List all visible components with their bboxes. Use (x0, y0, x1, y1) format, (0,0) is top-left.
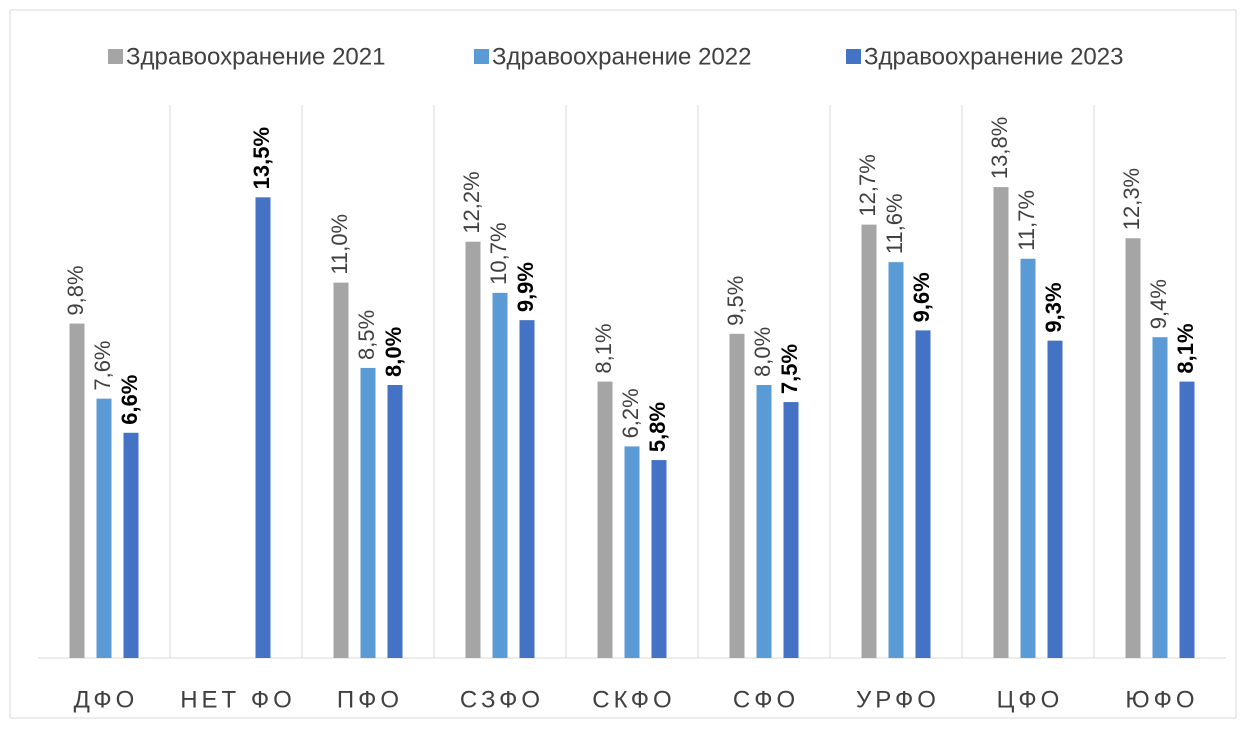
legend-swatch (846, 49, 861, 64)
bar (756, 385, 772, 658)
x-tick-label: НЕТ ФО (180, 686, 296, 713)
value-label: 6,6% (117, 375, 142, 425)
value-label: 5,8% (645, 402, 670, 452)
value-label: 8,1% (1173, 323, 1198, 373)
value-label: 8,0% (381, 327, 406, 377)
value-label: 9,8% (63, 265, 88, 315)
bar (915, 330, 931, 658)
x-tick-label: ДФО (74, 686, 139, 713)
bar (783, 402, 799, 658)
value-label: 7,6% (90, 340, 115, 390)
legend-swatch (474, 49, 489, 64)
x-tick-label: ЮФО (1125, 686, 1198, 713)
bar (465, 241, 481, 659)
bar (387, 385, 403, 658)
bar (888, 262, 904, 658)
x-tick-label: СКФО (592, 686, 675, 713)
value-label: 13,5% (249, 127, 274, 189)
bar (123, 432, 139, 658)
legend-text: Здравоохранение 2023 (864, 43, 1123, 70)
value-label: 6,2% (618, 388, 643, 438)
bar (519, 320, 535, 658)
bar (255, 197, 271, 658)
value-label: 12,7% (855, 154, 880, 216)
x-tick-label: ПФО (337, 686, 403, 713)
value-label: 10,7% (486, 222, 511, 284)
bar (333, 282, 349, 658)
x-tick-label: СЗФО (460, 686, 544, 713)
value-label: 11,7% (1014, 190, 1039, 251)
value-label: 8,0% (750, 327, 775, 377)
bar (651, 460, 667, 658)
value-label: 11,0% (327, 214, 352, 275)
legend-text: Здравоохранение 2022 (492, 43, 751, 70)
bar (492, 292, 508, 658)
bar (1125, 238, 1141, 658)
legend-swatch (108, 49, 123, 64)
bar (1020, 258, 1036, 658)
value-label: 9,6% (909, 272, 934, 322)
bar (96, 398, 112, 658)
value-label: 9,5% (723, 276, 748, 326)
x-tick-label: УРФО (856, 686, 940, 713)
value-label: 9,3% (1041, 282, 1066, 332)
value-label: 13,8% (987, 117, 1012, 179)
bar (1179, 381, 1195, 658)
value-label: 11,6% (882, 193, 907, 254)
value-label: 8,1% (591, 323, 616, 373)
value-label: 12,3% (1119, 168, 1144, 230)
bar (360, 367, 376, 658)
bar (597, 381, 613, 658)
value-label: 9,4% (1146, 279, 1171, 329)
bar (1152, 337, 1168, 658)
bar (861, 224, 877, 659)
x-tick-label: СФО (733, 686, 799, 713)
x-tick-label: ЦФО (997, 686, 1064, 713)
bar (729, 333, 745, 658)
value-label: 8,5% (354, 310, 379, 360)
legend-text: Здравоохранение 2021 (126, 43, 385, 70)
bar (1047, 340, 1063, 658)
bar (624, 446, 640, 658)
value-label: 9,9% (513, 262, 538, 312)
value-label: 7,5% (777, 344, 802, 394)
value-label: 12,2% (459, 171, 484, 233)
bar (993, 187, 1009, 658)
bar (69, 323, 85, 658)
